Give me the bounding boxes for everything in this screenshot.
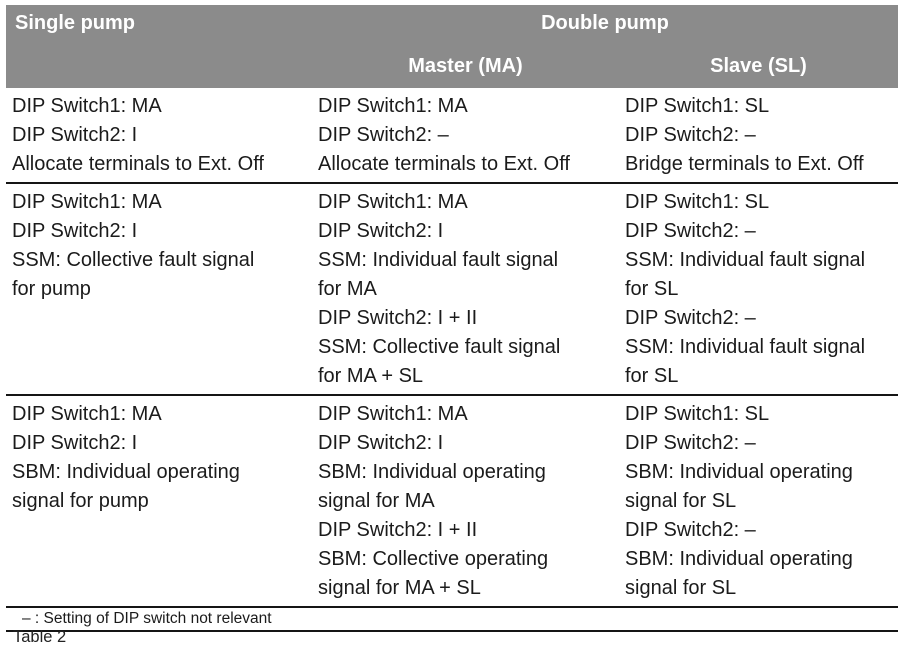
- table-footnote: – : Setting of DIP switch not relevant: [6, 606, 898, 632]
- cell-master: DIP Switch1: MA DIP Switch2: – Allocate …: [318, 95, 570, 175]
- table-caption: Table 2: [13, 628, 67, 646]
- cell-slave: DIP Switch1: SL DIP Switch2: – SSM: Indi…: [625, 191, 866, 387]
- header-slave: Slave (SL): [710, 55, 807, 77]
- header-master: Master (MA): [408, 55, 523, 77]
- cell-slave: DIP Switch1: SL DIP Switch2: – SBM: Indi…: [625, 403, 853, 599]
- cell-master: DIP Switch1: MA DIP Switch2: I SSM: Indi…: [318, 191, 561, 387]
- header-single-pump: Single pump: [15, 12, 135, 34]
- cell-slave: DIP Switch1: SL DIP Switch2: – Bridge te…: [625, 95, 864, 175]
- table-header-row-groups: Single pump Double pump: [6, 5, 898, 47]
- table-row: DIP Switch1: MA DIP Switch2: I SBM: Indi…: [6, 394, 898, 606]
- header-double-pump: Double pump: [541, 12, 669, 34]
- dip-switch-settings-table: Single pump Double pump Master (MA) Slav…: [6, 5, 898, 632]
- cell-single-pump: DIP Switch1: MA DIP Switch2: I SSM: Coll…: [12, 191, 255, 300]
- cell-master: DIP Switch1: MA DIP Switch2: I SBM: Indi…: [318, 403, 549, 599]
- header-empty-cell: [6, 47, 312, 88]
- table-header-row-subcolumns: Master (MA) Slave (SL): [6, 47, 898, 88]
- table-row: DIP Switch1: MA DIP Switch2: I SSM: Coll…: [6, 182, 898, 394]
- table-header: Single pump Double pump Master (MA) Slav…: [6, 5, 898, 88]
- table-row: DIP Switch1: MA DIP Switch2: I Allocate …: [6, 88, 898, 182]
- cell-single-pump: DIP Switch1: MA DIP Switch2: I Allocate …: [12, 95, 264, 175]
- cell-single-pump: DIP Switch1: MA DIP Switch2: I SBM: Indi…: [12, 403, 240, 512]
